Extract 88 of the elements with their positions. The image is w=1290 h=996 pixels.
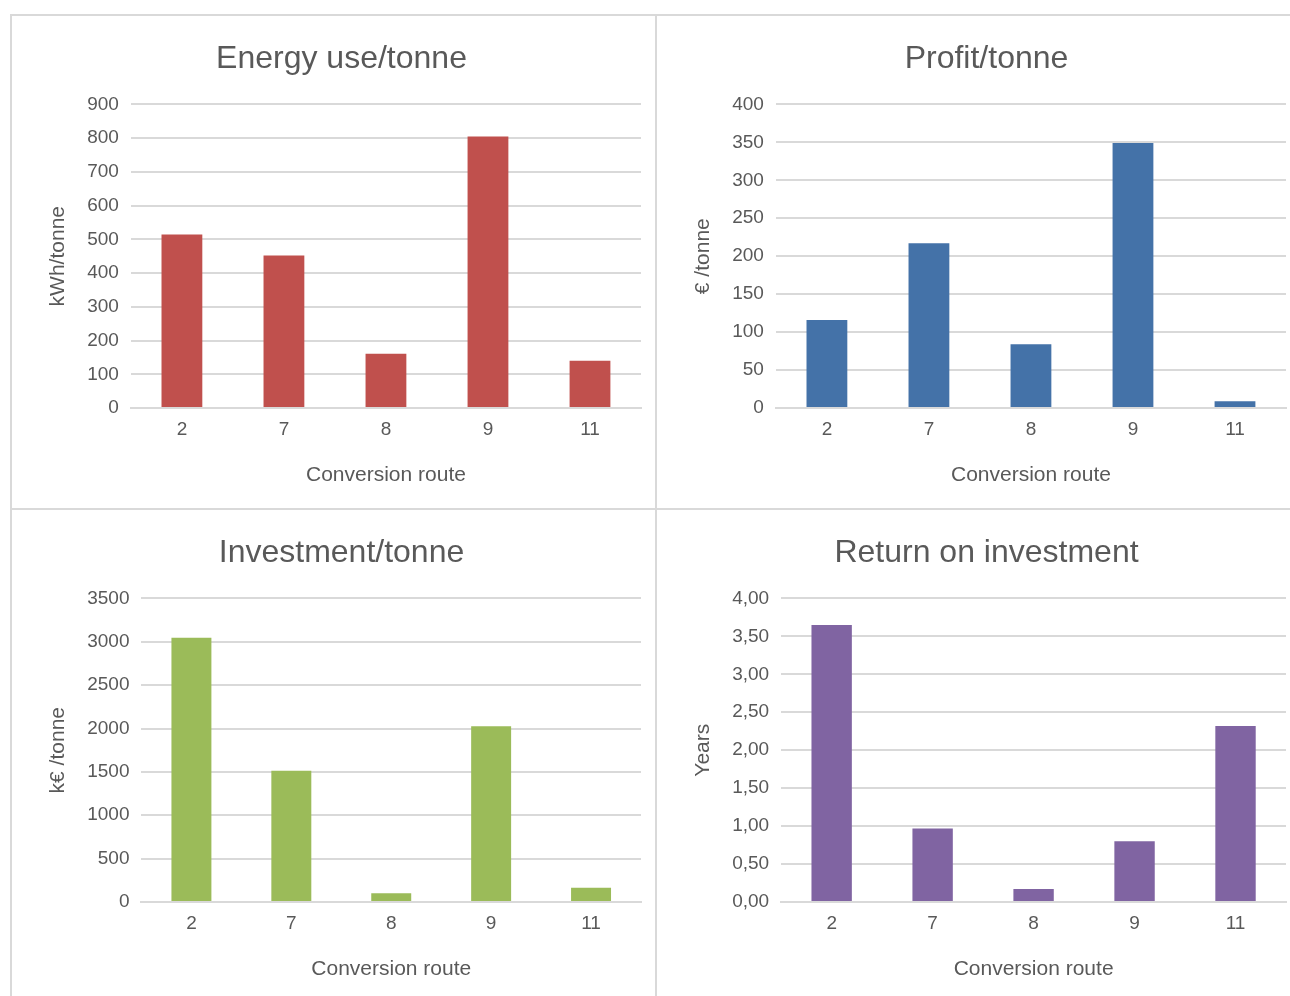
- x-tick-label: 9: [485, 911, 497, 933]
- y-tick-label: 100: [87, 362, 119, 384]
- x-tick-label: 2: [826, 911, 837, 933]
- x-tick-label: 7: [278, 417, 290, 439]
- bar: [263, 255, 305, 407]
- x-tick-label: 9: [1129, 911, 1140, 933]
- y-axis-title: € /tonne: [690, 218, 714, 295]
- y-axis-title: kWh/tonne: [45, 206, 69, 307]
- bar: [569, 360, 611, 407]
- x-tick-label: 8: [385, 911, 397, 933]
- bar: [1114, 841, 1155, 901]
- y-tick-label: 3500: [87, 586, 130, 608]
- y-tick-label: 400: [87, 261, 119, 283]
- bar: [1013, 889, 1054, 901]
- x-axis-title: Conversion route: [953, 956, 1114, 980]
- x-tick-label: 2: [821, 417, 833, 439]
- y-tick-label: 2500: [87, 673, 130, 695]
- y-tick-label: 1000: [87, 803, 130, 825]
- y-tick-label: 2,00: [732, 738, 770, 760]
- x-tick-label: 8: [1028, 911, 1039, 933]
- x-tick-label: 11: [581, 911, 601, 933]
- y-tick-label: 2000: [87, 716, 130, 738]
- y-axis-title: k€ /tonne: [45, 707, 69, 794]
- bar: [571, 887, 612, 901]
- y-tick-label: 300: [87, 295, 119, 317]
- y-tick-label: 0,50: [732, 852, 770, 874]
- y-tick-label: 200: [87, 328, 119, 350]
- y-tick-label: 600: [87, 193, 119, 215]
- y-axis-title: Years: [690, 723, 714, 777]
- bar: [271, 770, 312, 901]
- bar: [912, 828, 953, 901]
- y-tick-label: 800: [87, 126, 119, 148]
- y-tick-label: 0: [753, 396, 764, 418]
- y-tick-label: 0: [118, 890, 130, 912]
- chart-title: Investment/tonne: [218, 533, 465, 570]
- y-tick-label: 150: [732, 282, 764, 304]
- x-tick-label: 7: [923, 417, 935, 439]
- y-tick-label: 200: [732, 244, 764, 266]
- y-tick-label: 250: [732, 206, 764, 228]
- bar: [811, 624, 852, 901]
- x-tick-label: 8: [1025, 417, 1037, 439]
- x-tick-label: 8: [380, 417, 392, 439]
- x-tick-label: 9: [1127, 417, 1139, 439]
- bar: [806, 319, 848, 407]
- x-axis-title: Conversion route: [305, 462, 466, 486]
- y-tick-label: 500: [87, 227, 119, 249]
- y-tick-label: 3000: [87, 630, 130, 652]
- y-tick-label: 700: [87, 160, 119, 182]
- x-tick-label: 11: [1225, 417, 1245, 439]
- y-tick-label: 0,00: [732, 890, 770, 912]
- bar: [161, 234, 203, 407]
- x-axis-title: Conversion route: [950, 462, 1111, 486]
- bar: [171, 637, 212, 901]
- y-tick-label: 1500: [87, 760, 130, 782]
- bar: [1010, 344, 1052, 407]
- y-tick-label: 4,00: [732, 586, 770, 608]
- x-tick-label: 7: [286, 911, 297, 933]
- y-tick-label: 0: [108, 396, 119, 418]
- bar: [365, 353, 407, 407]
- bar: [371, 893, 412, 901]
- x-tick-label: 9: [482, 417, 494, 439]
- chart-title: Return on investment: [834, 533, 1139, 570]
- bar: [1112, 143, 1154, 407]
- y-tick-label: 100: [732, 320, 764, 342]
- y-tick-label: 400: [732, 92, 764, 114]
- y-tick-label: 3,50: [732, 624, 770, 646]
- y-tick-label: 2,50: [732, 700, 770, 722]
- y-tick-label: 350: [732, 130, 764, 152]
- x-tick-label: 11: [1225, 911, 1246, 933]
- y-tick-label: 500: [97, 846, 130, 868]
- chart-title: Energy use/tonne: [216, 39, 467, 76]
- bar: [908, 243, 950, 407]
- bar: [471, 726, 512, 901]
- y-tick-label: 1,50: [732, 776, 770, 798]
- x-tick-label: 2: [176, 417, 188, 439]
- x-tick-label: 7: [927, 911, 938, 933]
- bar: [1214, 401, 1256, 407]
- chart-title: Profit/tonne: [904, 39, 1069, 76]
- x-tick-label: 2: [186, 911, 197, 933]
- y-tick-label: 50: [742, 358, 764, 380]
- x-axis-title: Conversion route: [311, 956, 472, 980]
- y-tick-label: 3,00: [732, 662, 770, 684]
- x-tick-label: 11: [580, 417, 600, 439]
- bar: [467, 136, 509, 407]
- bar: [1215, 725, 1256, 901]
- y-tick-label: 1,00: [732, 814, 770, 836]
- y-tick-label: 900: [87, 92, 119, 114]
- y-tick-label: 300: [732, 168, 764, 190]
